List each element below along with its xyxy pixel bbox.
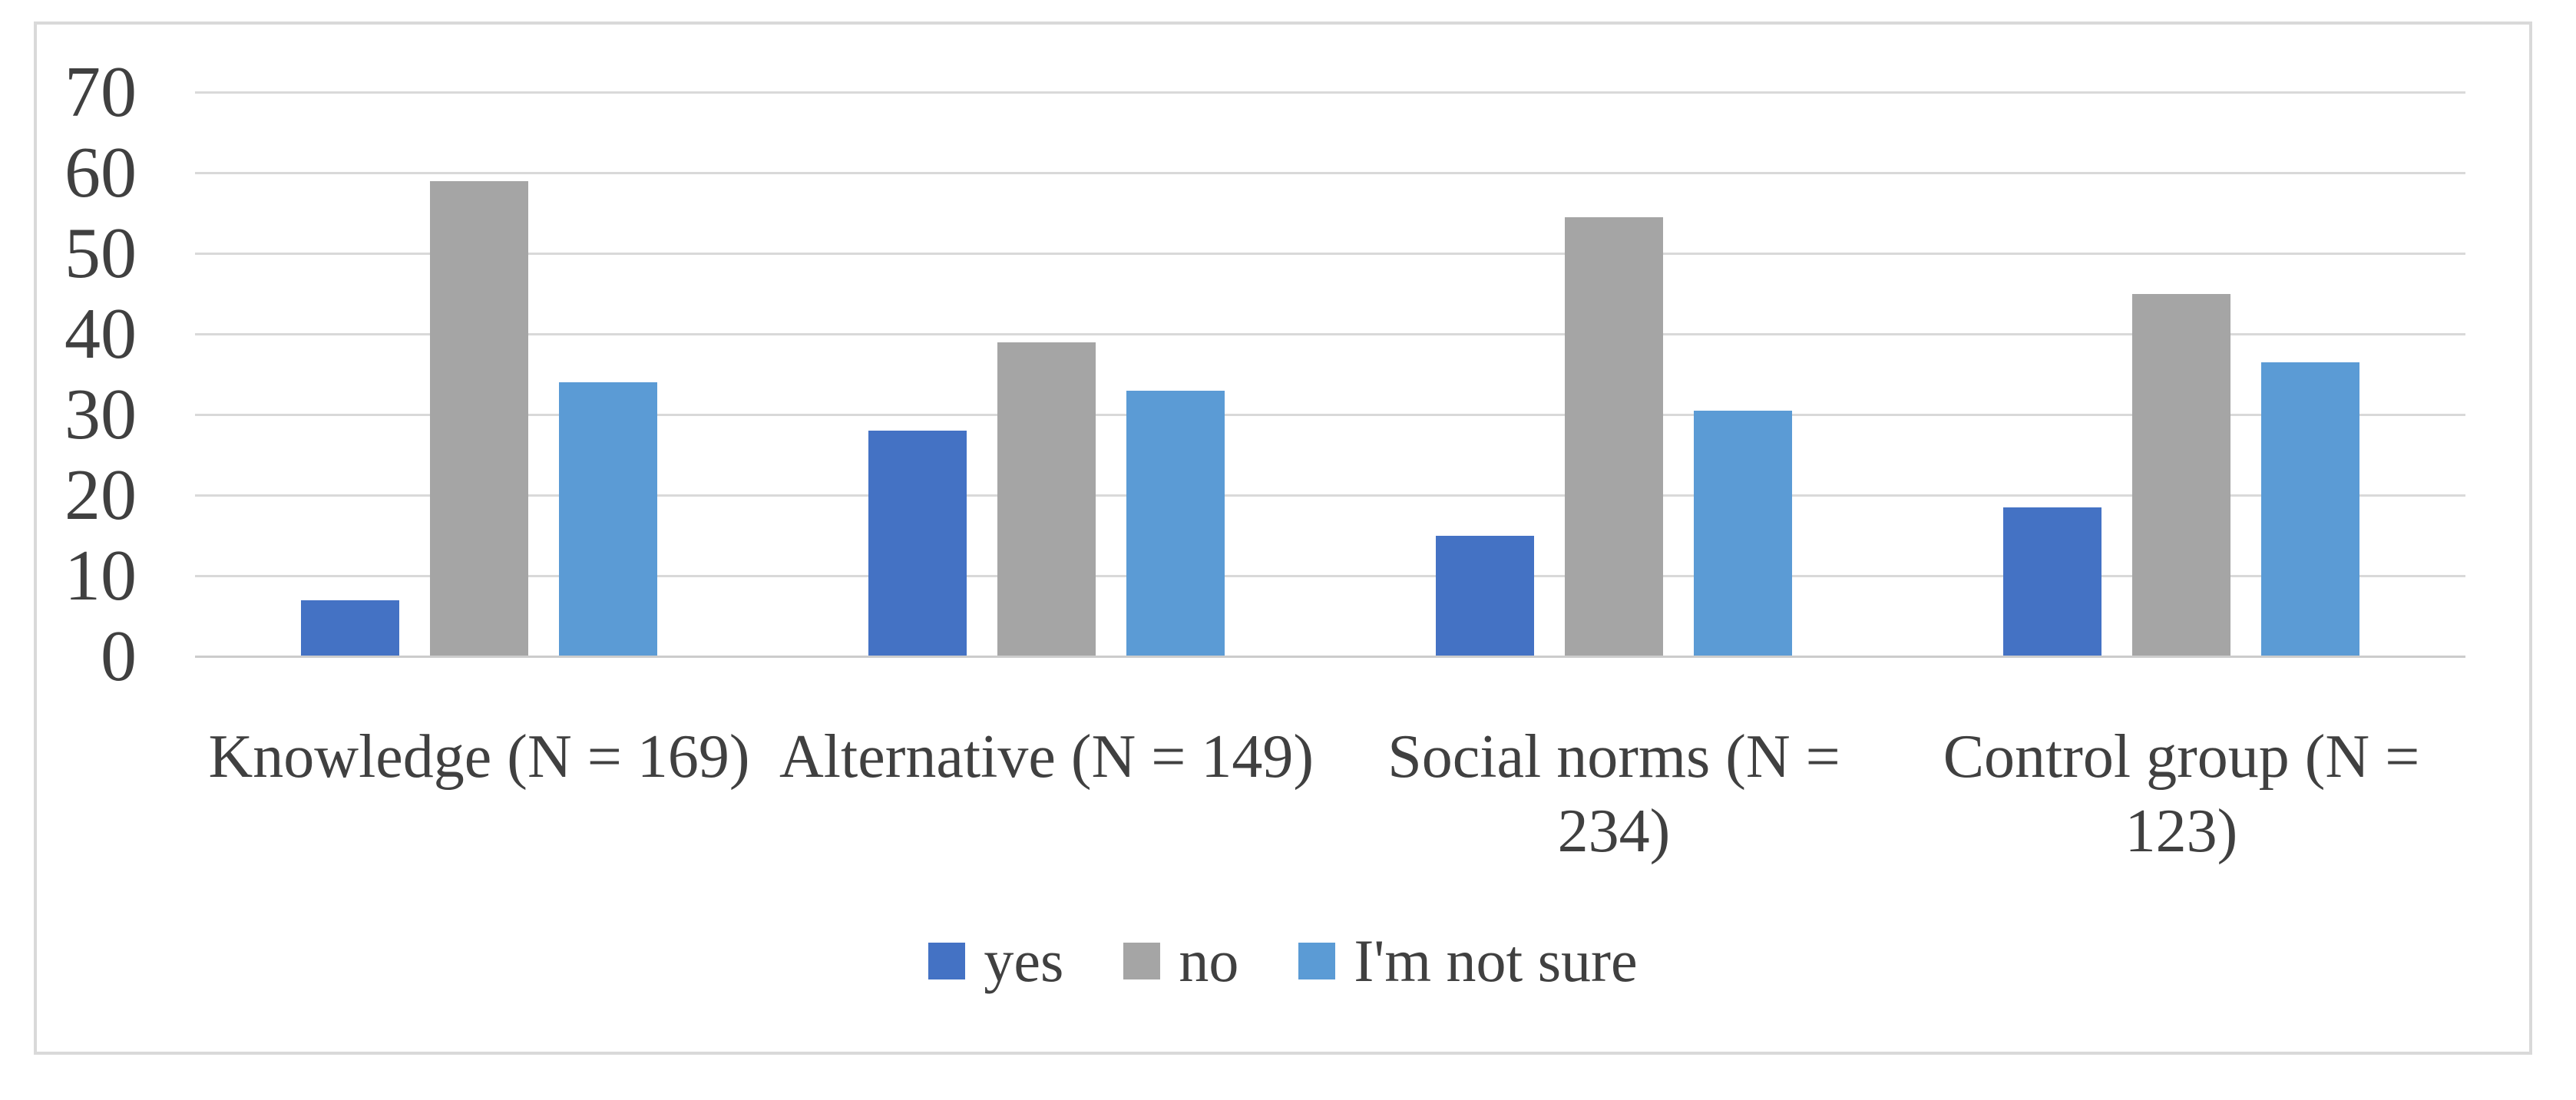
bar-no-category-2	[997, 342, 1096, 657]
gridline	[195, 333, 2465, 335]
gridline	[195, 172, 2465, 174]
category-label-line: Social norms (N =	[1387, 723, 1840, 791]
legend-item-yes: yes	[928, 927, 1063, 996]
chart-border	[34, 21, 2532, 1055]
bar-no-category-3	[1565, 217, 1663, 656]
y-axis-tick-label: 60	[64, 133, 137, 213]
legend-swatch-icon	[1123, 943, 1161, 979]
bar-i-m-not-sure-category-4	[2261, 362, 2359, 656]
bar-no-category-1	[430, 181, 528, 657]
y-axis-tick-label: 40	[64, 294, 137, 374]
bar-no-category-4	[2132, 294, 2230, 657]
gridline	[195, 494, 2465, 497]
bar-yes-category-1	[301, 600, 399, 657]
legend-label: yes	[984, 927, 1064, 994]
gridline	[195, 253, 2465, 255]
y-axis-tick-label: 10	[64, 536, 137, 616]
legend-swatch-icon	[1298, 943, 1336, 979]
gridline	[195, 414, 2465, 416]
bar-yes-category-4	[2003, 507, 2101, 656]
y-axis-tick-label: 30	[64, 375, 137, 454]
legend-swatch-icon	[928, 943, 966, 979]
y-axis-tick-label: 20	[64, 455, 137, 535]
bar-yes-category-2	[868, 431, 967, 656]
y-axis-tick-label: 50	[64, 213, 137, 293]
legend-label: I'm not sure	[1354, 927, 1638, 994]
bar-i-m-not-sure-category-2	[1126, 391, 1225, 657]
y-axis-tick-label: 0	[101, 616, 137, 696]
bar-i-m-not-sure-category-1	[559, 382, 657, 656]
gridline	[195, 91, 2465, 94]
category-label-line: Alternative (N = 149)	[779, 723, 1314, 791]
category-label-line: Control group (N =	[1943, 723, 2420, 791]
category-label: Knowledge (N = 169)	[95, 720, 863, 794]
y-axis-tick-label: 70	[64, 52, 137, 132]
bar-yes-category-3	[1436, 536, 1534, 657]
category-label-line: Knowledge (N = 169)	[208, 723, 750, 791]
category-label: Social norms (N = 234)	[1230, 720, 1998, 869]
legend-item-i-m-not-sure: I'm not sure	[1298, 927, 1638, 996]
legend: yes no I'm not sure	[34, 918, 2532, 1004]
category-label-line: 123)	[2125, 798, 2238, 865]
bar-i-m-not-sure-category-3	[1694, 411, 1792, 656]
legend-item-no: no	[1123, 927, 1238, 996]
legend-label: no	[1179, 927, 1239, 994]
category-label-line: 234)	[1557, 798, 1671, 865]
category-label: Alternative (N = 149)	[663, 720, 1430, 794]
category-label: Control group (N = 123)	[1797, 720, 2565, 869]
x-axis-line	[195, 656, 2465, 658]
gridline	[195, 575, 2465, 577]
